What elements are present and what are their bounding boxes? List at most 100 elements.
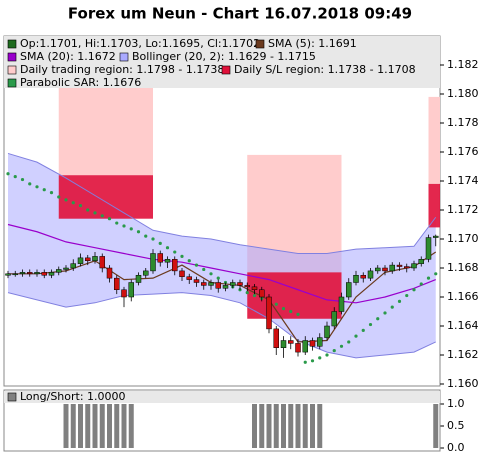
chart-title: Forex um Neun - Chart 16.07.2018 09:49 xyxy=(68,5,412,23)
y-tick-label: 1.170 xyxy=(447,232,479,245)
sl-region xyxy=(428,183,440,228)
y-tick-label: 1.168 xyxy=(447,261,479,274)
candle-body xyxy=(295,343,301,353)
bar xyxy=(78,404,83,448)
candle-body xyxy=(259,289,265,298)
sar-dot xyxy=(434,272,438,276)
candle-body xyxy=(266,296,272,330)
candle-body xyxy=(302,340,308,353)
sar-dot xyxy=(42,188,46,192)
bar xyxy=(92,404,98,448)
candle-body xyxy=(179,270,185,277)
sar-dot xyxy=(347,340,351,344)
sar-dot xyxy=(289,309,293,314)
candle-body xyxy=(5,273,11,276)
sar-dot xyxy=(194,263,199,267)
legend-label: SMA (5): 1.1691 xyxy=(268,37,357,50)
sar-dot xyxy=(35,185,39,189)
bar xyxy=(85,404,91,448)
legend-label: Long/Short: 1.0000 xyxy=(20,390,126,403)
sar-dot xyxy=(158,241,162,245)
sar-dot xyxy=(303,360,307,364)
sar-dot xyxy=(93,211,97,215)
main-plot xyxy=(5,79,440,364)
candle-body xyxy=(382,267,388,272)
sar-dot xyxy=(281,307,286,311)
bar xyxy=(70,404,76,448)
candle-body xyxy=(338,296,345,312)
candle-body xyxy=(375,267,381,272)
candle-body xyxy=(27,272,33,275)
sar-dot xyxy=(78,204,83,208)
candle-body xyxy=(208,282,214,286)
candle-body xyxy=(164,259,171,263)
y-tick-label: 0.5 xyxy=(447,419,465,432)
candle-body xyxy=(418,259,424,264)
candle-body xyxy=(121,289,127,298)
legend-label: SMA (20): 1.1672 xyxy=(20,50,116,63)
bar xyxy=(295,404,301,448)
sar-dot xyxy=(426,276,431,280)
sar-dot xyxy=(28,182,32,186)
sar-dot xyxy=(86,208,90,212)
candle-body xyxy=(360,275,366,279)
candle-body xyxy=(135,275,142,283)
sar-dot xyxy=(20,177,25,182)
legend-label: Daily trading region: 1.1798 - 1.1738 xyxy=(20,63,224,76)
y-tick-label: 1.178 xyxy=(447,116,479,129)
y-tick-label: 0.0 xyxy=(447,441,465,454)
y-tick-label: 1.182 xyxy=(447,58,479,71)
sar-dot xyxy=(144,234,148,238)
sar-dot xyxy=(6,172,10,176)
sar-dot xyxy=(180,254,184,258)
bar xyxy=(266,404,272,448)
candle-body xyxy=(92,256,98,261)
candle-body xyxy=(201,282,207,286)
candle-body xyxy=(19,272,26,275)
sar-dot xyxy=(245,291,249,295)
candle-body xyxy=(106,267,113,279)
y-tick-label: 1.164 xyxy=(447,319,479,332)
candle-body xyxy=(48,272,55,276)
bar xyxy=(288,404,294,448)
bar xyxy=(128,404,134,448)
sar-dot xyxy=(397,299,402,303)
candle-body xyxy=(114,277,120,290)
candle-body xyxy=(12,273,18,276)
candle-body xyxy=(433,235,439,238)
sar-dot xyxy=(129,227,133,231)
sar-dot xyxy=(122,224,126,228)
candle-body xyxy=(404,266,410,269)
candle-body xyxy=(128,282,134,298)
candle-body xyxy=(85,257,91,262)
sar-dot xyxy=(354,334,358,338)
sar-dot xyxy=(187,259,191,263)
candle-body xyxy=(99,256,105,269)
candle-body xyxy=(186,276,192,280)
y-tick-label: 1.162 xyxy=(447,348,479,361)
candle-body xyxy=(172,259,178,272)
sar-dot xyxy=(274,302,278,306)
sar-dot xyxy=(325,353,329,357)
bar xyxy=(281,404,286,448)
y-tick-label: 1.176 xyxy=(447,145,479,158)
legend-swatch xyxy=(255,39,265,49)
sar-dot xyxy=(339,344,344,348)
candle-body xyxy=(56,269,62,273)
bar xyxy=(114,404,120,448)
candle-body xyxy=(411,263,417,269)
sar-dot xyxy=(107,217,112,221)
sar-dot xyxy=(368,322,373,327)
sar-dot xyxy=(100,214,104,218)
candle-body xyxy=(143,270,149,276)
sar-dot xyxy=(383,311,387,315)
candle-body xyxy=(215,282,221,289)
candle-body xyxy=(309,340,316,347)
bar xyxy=(99,404,105,448)
sar-dot xyxy=(115,221,119,225)
candle-body xyxy=(41,272,47,276)
sar-dot xyxy=(136,230,141,234)
legend-swatch xyxy=(7,39,17,49)
bar xyxy=(107,404,112,448)
